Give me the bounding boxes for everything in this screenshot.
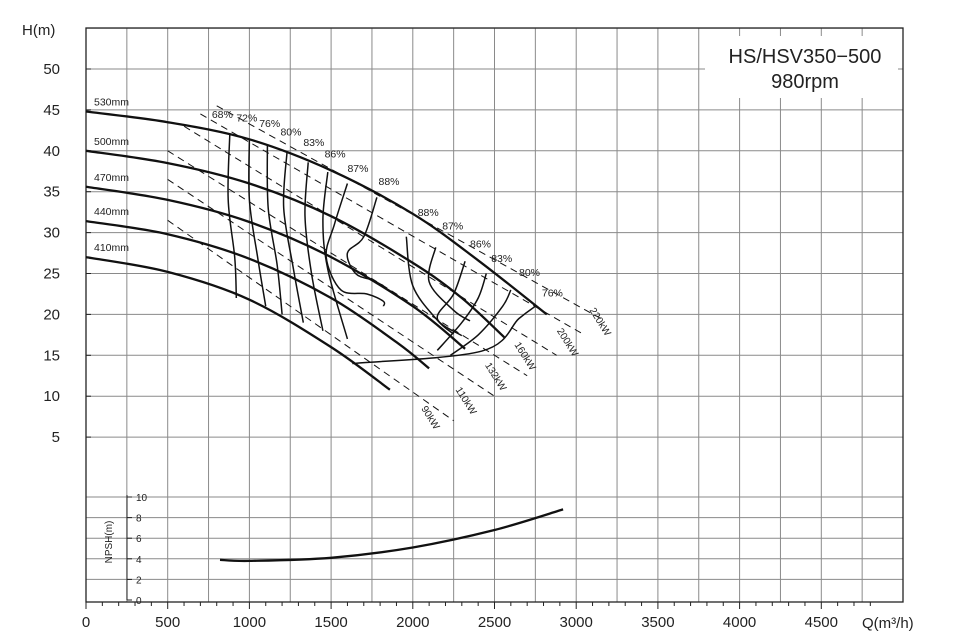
y-tick-label: 35 <box>43 184 60 201</box>
efficiency-label: 88% <box>418 207 439 219</box>
npsh-tick-label: 2 <box>136 575 142 586</box>
efficiency-label: 87% <box>347 163 368 175</box>
efficiency-curve <box>436 260 466 337</box>
efficiency-curve <box>227 134 238 299</box>
impeller-label: 410mm <box>94 242 129 254</box>
efficiency-curves <box>227 134 536 365</box>
npsh-tick-label: 8 <box>136 514 142 525</box>
y-tick-label: 25 <box>43 266 60 283</box>
npsh-tick-label: 6 <box>136 534 142 545</box>
npsh-axis-label: NPSH(m) <box>104 521 115 564</box>
power-label: 110kW <box>453 385 479 417</box>
impeller-label: 470mm <box>94 172 129 184</box>
npsh-subplot: 0 2 4 6 8 10 NPSH(m) <box>104 493 564 607</box>
y-tick-label: 5 <box>52 429 60 446</box>
y-tick-label: 15 <box>43 347 60 364</box>
efficiency-label: 80% <box>519 267 540 279</box>
efficiency-curve <box>266 144 283 315</box>
efficiency-label: 83% <box>303 137 324 149</box>
head-curve <box>85 110 548 316</box>
grid <box>85 27 903 602</box>
x-tick-label: 500 <box>155 614 180 631</box>
efficiency-label: 86% <box>470 238 491 250</box>
efficiency-label: 72% <box>236 112 257 124</box>
x-tick-label: 0 <box>82 614 90 631</box>
efficiency-curve <box>282 152 305 323</box>
x-tick-label: 2500 <box>478 614 511 631</box>
npsh-tick-label: 4 <box>136 555 142 566</box>
x-tick-label: 1500 <box>314 614 347 631</box>
impeller-label: 500mm <box>94 136 129 148</box>
efficiency-label: 76% <box>259 118 280 130</box>
x-tick-label: 4000 <box>723 614 756 631</box>
y-tick-label: 10 <box>43 388 60 405</box>
power-label: 220kW <box>587 306 613 339</box>
head-curve <box>85 219 430 370</box>
head-curves <box>85 110 548 391</box>
efficiency-curve <box>322 172 349 340</box>
impeller-label: 440mm <box>94 206 129 218</box>
x-axis-label: Q(m³/h) <box>862 615 914 632</box>
y-axis-label: H(m) <box>22 22 55 39</box>
power-label: 132kW <box>482 361 508 394</box>
efficiency-label: 76% <box>542 287 563 299</box>
efficiency-label: 87% <box>442 220 463 232</box>
head-curve <box>85 185 466 350</box>
head-curve <box>85 255 391 391</box>
efficiency-curve <box>248 138 267 307</box>
efficiency-curve <box>325 183 386 307</box>
x-tick-label: 1000 <box>233 614 266 631</box>
x-tick-label: 2000 <box>396 614 429 631</box>
head-curve <box>85 149 506 339</box>
power-line <box>200 113 585 336</box>
efficiency-label: 80% <box>280 126 301 138</box>
efficiency-curve <box>352 305 536 365</box>
y-tick-label: 45 <box>43 102 60 119</box>
efficiency-label: 83% <box>491 253 512 265</box>
impeller-label: 530mm <box>94 97 129 109</box>
power-line <box>183 125 557 356</box>
y-tick-label: 40 <box>43 143 60 160</box>
chart-title: HS/HSV350−500 <box>729 46 882 68</box>
efficiency-label: 88% <box>378 176 399 188</box>
efficiency-label: 68% <box>212 109 233 121</box>
power-line <box>167 150 528 377</box>
x-axis-ticks: 0 500 1000 1500 2000 2500 3000 3500 4000 4500 <box>82 602 871 631</box>
title-box <box>705 36 898 98</box>
x-tick-label: 4500 <box>805 614 838 631</box>
npsh-tick-label: 0 <box>136 596 142 607</box>
x-tick-label: 3000 <box>560 614 593 631</box>
efficiency-label: 86% <box>325 148 346 160</box>
y-tick-label: 30 <box>43 225 60 242</box>
y-tick-label: 50 <box>43 61 60 78</box>
x-tick-label: 3500 <box>641 614 674 631</box>
efficiency-curve <box>427 247 471 322</box>
npsh-curve <box>219 508 564 563</box>
y-tick-label: 20 <box>43 306 60 323</box>
y-axis-ticks: 5 10 15 20 25 30 35 40 45 50 <box>43 61 91 446</box>
efficiency-curve <box>436 273 488 351</box>
power-line <box>167 179 495 397</box>
power-label: 90kW <box>418 404 441 432</box>
power-line <box>167 219 454 422</box>
chart-subtitle: 980rpm <box>771 71 839 93</box>
npsh-tick-label: 10 <box>136 493 148 504</box>
